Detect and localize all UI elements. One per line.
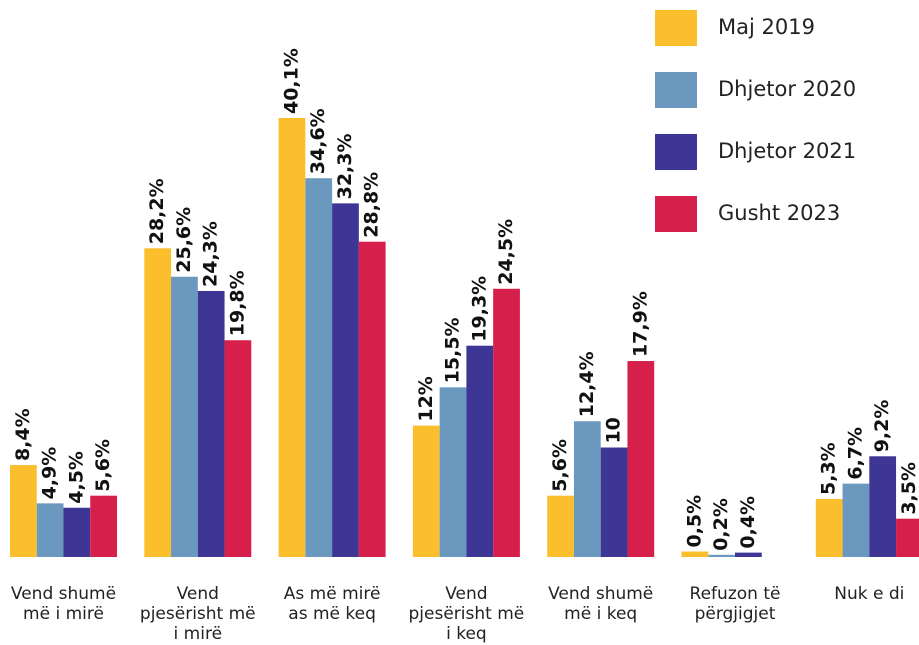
- value-label: 32,3%: [334, 133, 356, 199]
- legend-swatch: [655, 134, 697, 170]
- bar: [896, 518, 919, 557]
- value-label: 0,2%: [710, 498, 732, 551]
- category-label: Vend pjesërisht më i mirë: [139, 584, 256, 644]
- value-label: 17,9%: [629, 291, 651, 357]
- bar: [735, 552, 762, 557]
- bar: [815, 498, 843, 557]
- value-label: 0,5%: [683, 495, 705, 548]
- bar: [36, 503, 64, 557]
- legend-label: Gusht 2023: [718, 201, 840, 225]
- bar: [708, 554, 735, 557]
- bar: [278, 118, 306, 557]
- value-label: 19,3%: [468, 276, 490, 342]
- value-label: 5,6%: [92, 439, 114, 492]
- value-label: 3,5%: [898, 462, 919, 515]
- bar: [600, 447, 628, 557]
- bar: [493, 288, 520, 557]
- legend-label: Dhjetor 2021: [718, 139, 856, 163]
- legend-label: Maj 2019: [718, 15, 815, 39]
- bar: [358, 241, 386, 557]
- value-label: 15,5%: [442, 317, 464, 383]
- value-label: 0,4%: [737, 496, 759, 549]
- value-label: 6,7%: [844, 427, 866, 480]
- bar: [10, 465, 37, 557]
- bar: [547, 495, 574, 557]
- value-label: 5,6%: [549, 439, 571, 492]
- value-label: 10: [603, 417, 625, 443]
- category-label: Nuk e di: [834, 584, 905, 604]
- legend-label: Dhjetor 2020: [718, 77, 856, 101]
- bar: [466, 345, 494, 557]
- legend-swatch: [655, 10, 697, 46]
- value-label: 12,4%: [576, 351, 598, 417]
- value-label: 4,5%: [65, 451, 87, 504]
- value-label: 4,9%: [39, 447, 61, 500]
- bar: [197, 290, 225, 557]
- value-label: 19,8%: [226, 270, 248, 336]
- bar: [627, 361, 655, 557]
- legend-swatch: [655, 196, 697, 232]
- bar: [573, 421, 601, 557]
- bar: [90, 495, 117, 557]
- value-label: 34,6%: [307, 108, 329, 174]
- category-label: Refuzon të përgjigjet: [689, 584, 781, 624]
- bar: [412, 425, 440, 557]
- category-label: As më mirë as më keq: [283, 584, 381, 624]
- bar: [439, 387, 467, 557]
- bar: [681, 551, 709, 557]
- value-label: 40,1%: [280, 48, 302, 114]
- bar: [144, 248, 172, 558]
- bar: [869, 456, 897, 557]
- value-label: 9,2%: [871, 400, 893, 453]
- bar: [842, 483, 870, 557]
- value-label: 12%: [415, 376, 437, 421]
- value-label: 5,3%: [818, 442, 840, 495]
- value-label: 8,4%: [12, 408, 34, 461]
- bar: [332, 203, 359, 557]
- category-label: Vend shumë më i keq: [548, 584, 654, 624]
- value-label: 24,3%: [200, 221, 222, 287]
- bar: [171, 276, 198, 557]
- value-label: 25,6%: [173, 207, 195, 273]
- bar: [305, 178, 333, 557]
- value-label: 28,8%: [361, 172, 383, 238]
- bar: [224, 340, 252, 557]
- value-label: 28,2%: [146, 178, 168, 244]
- category-label: Vend shumë më i mirë: [10, 584, 117, 624]
- value-label: 24,5%: [495, 219, 517, 285]
- bar: [63, 507, 91, 557]
- legend-swatch: [655, 72, 697, 108]
- category-label: Vend pjesërisht më i keq: [408, 584, 525, 644]
